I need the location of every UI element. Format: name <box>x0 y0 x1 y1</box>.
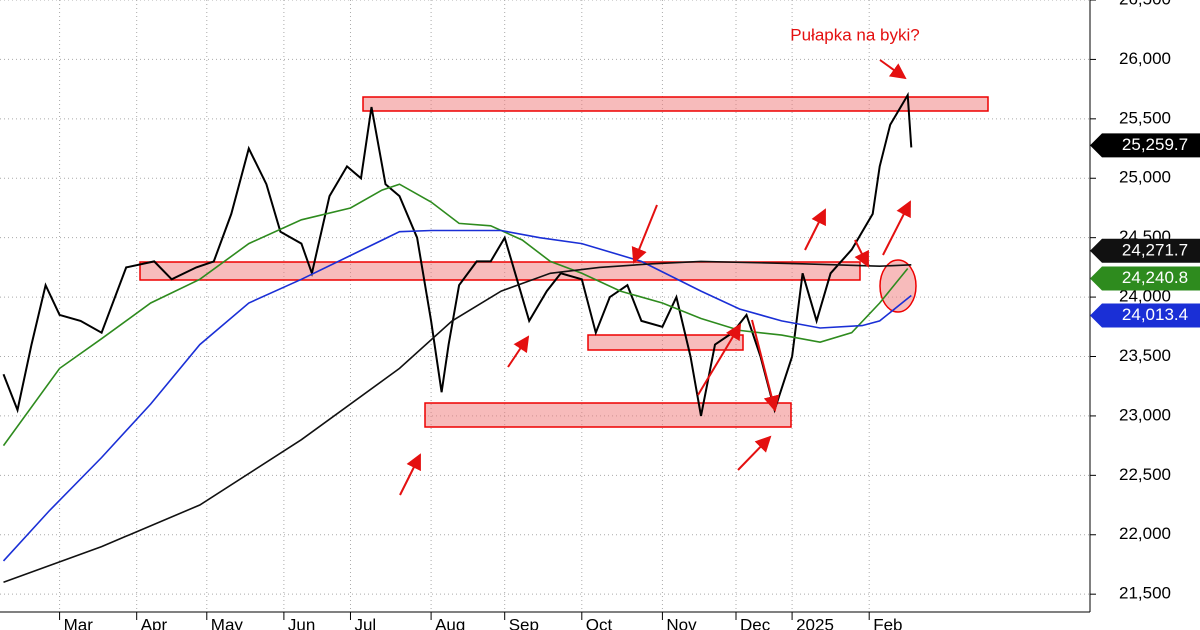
zones <box>139 96 989 428</box>
price-flag: 25,259.7 <box>1090 133 1200 158</box>
zone <box>139 261 861 281</box>
price-flag-bg <box>1090 266 1200 291</box>
lines <box>2 91 913 584</box>
x-tick-label: Jun <box>288 615 315 630</box>
zone <box>362 96 989 112</box>
y-tick-label: 23,000 <box>1119 405 1171 424</box>
arrow <box>737 435 772 471</box>
x-tick-label: Nov <box>666 615 697 630</box>
price-flag-bg <box>1090 238 1200 263</box>
x-tick-label: Oct <box>586 615 613 630</box>
x-tick-label: Apr <box>141 615 168 630</box>
price-flag-label: 25,259.7 <box>1122 135 1188 154</box>
y-tick-label: 22,000 <box>1119 524 1171 543</box>
price-flag-label: 24,271.7 <box>1122 240 1188 259</box>
annotation: Pułapka na byki? <box>790 25 919 44</box>
y-tick-label: 22,500 <box>1119 465 1171 484</box>
y-tick-label: 23,500 <box>1119 346 1171 365</box>
axes: 21,50022,00022,50023,00023,50024,00024,5… <box>59 0 1200 630</box>
price-flag-label: 24,013.4 <box>1122 305 1188 324</box>
price-flag: 24,013.4 <box>1090 303 1200 328</box>
price-flag-bg <box>1090 133 1200 158</box>
x-tick-label: Mar <box>64 615 94 630</box>
arrow <box>631 204 658 264</box>
x-tick-label: May <box>211 615 244 630</box>
y-tick-label: 25,000 <box>1119 168 1171 187</box>
arrows <box>399 59 911 496</box>
y-tick-label: 26,500 <box>1119 0 1171 8</box>
arrow <box>879 59 907 80</box>
series-line <box>2 91 913 417</box>
y-tick-label: 24,000 <box>1119 287 1171 306</box>
x-tick-label: 2025 <box>796 615 834 630</box>
series-line <box>2 229 912 562</box>
x-tick-label: Dec <box>740 615 771 630</box>
arrow <box>804 208 826 251</box>
y-tick-label: 21,500 <box>1119 584 1171 603</box>
arrow <box>854 239 869 268</box>
arrow <box>507 335 530 368</box>
series-line <box>2 183 909 447</box>
arrow <box>399 453 421 496</box>
arrow <box>751 319 780 412</box>
x-tick-label: Feb <box>873 615 902 630</box>
series-line <box>3 260 912 584</box>
price-flag: 24,240.8 <box>1090 266 1200 291</box>
price-flag-bg <box>1090 303 1200 328</box>
x-tick-label: Aug <box>435 615 465 630</box>
arrow <box>697 323 742 396</box>
zone <box>879 259 917 313</box>
x-tick-label: Jul <box>354 615 376 630</box>
x-tick-label: Sep <box>509 615 539 630</box>
price-flag: 24,271.7 <box>1090 238 1200 263</box>
y-tick-label: 25,500 <box>1119 108 1171 127</box>
y-tick-label: 26,000 <box>1119 49 1171 68</box>
zone <box>587 334 744 351</box>
arrow <box>882 200 911 256</box>
zone <box>424 402 792 428</box>
price-flag-label: 24,240.8 <box>1122 268 1188 287</box>
